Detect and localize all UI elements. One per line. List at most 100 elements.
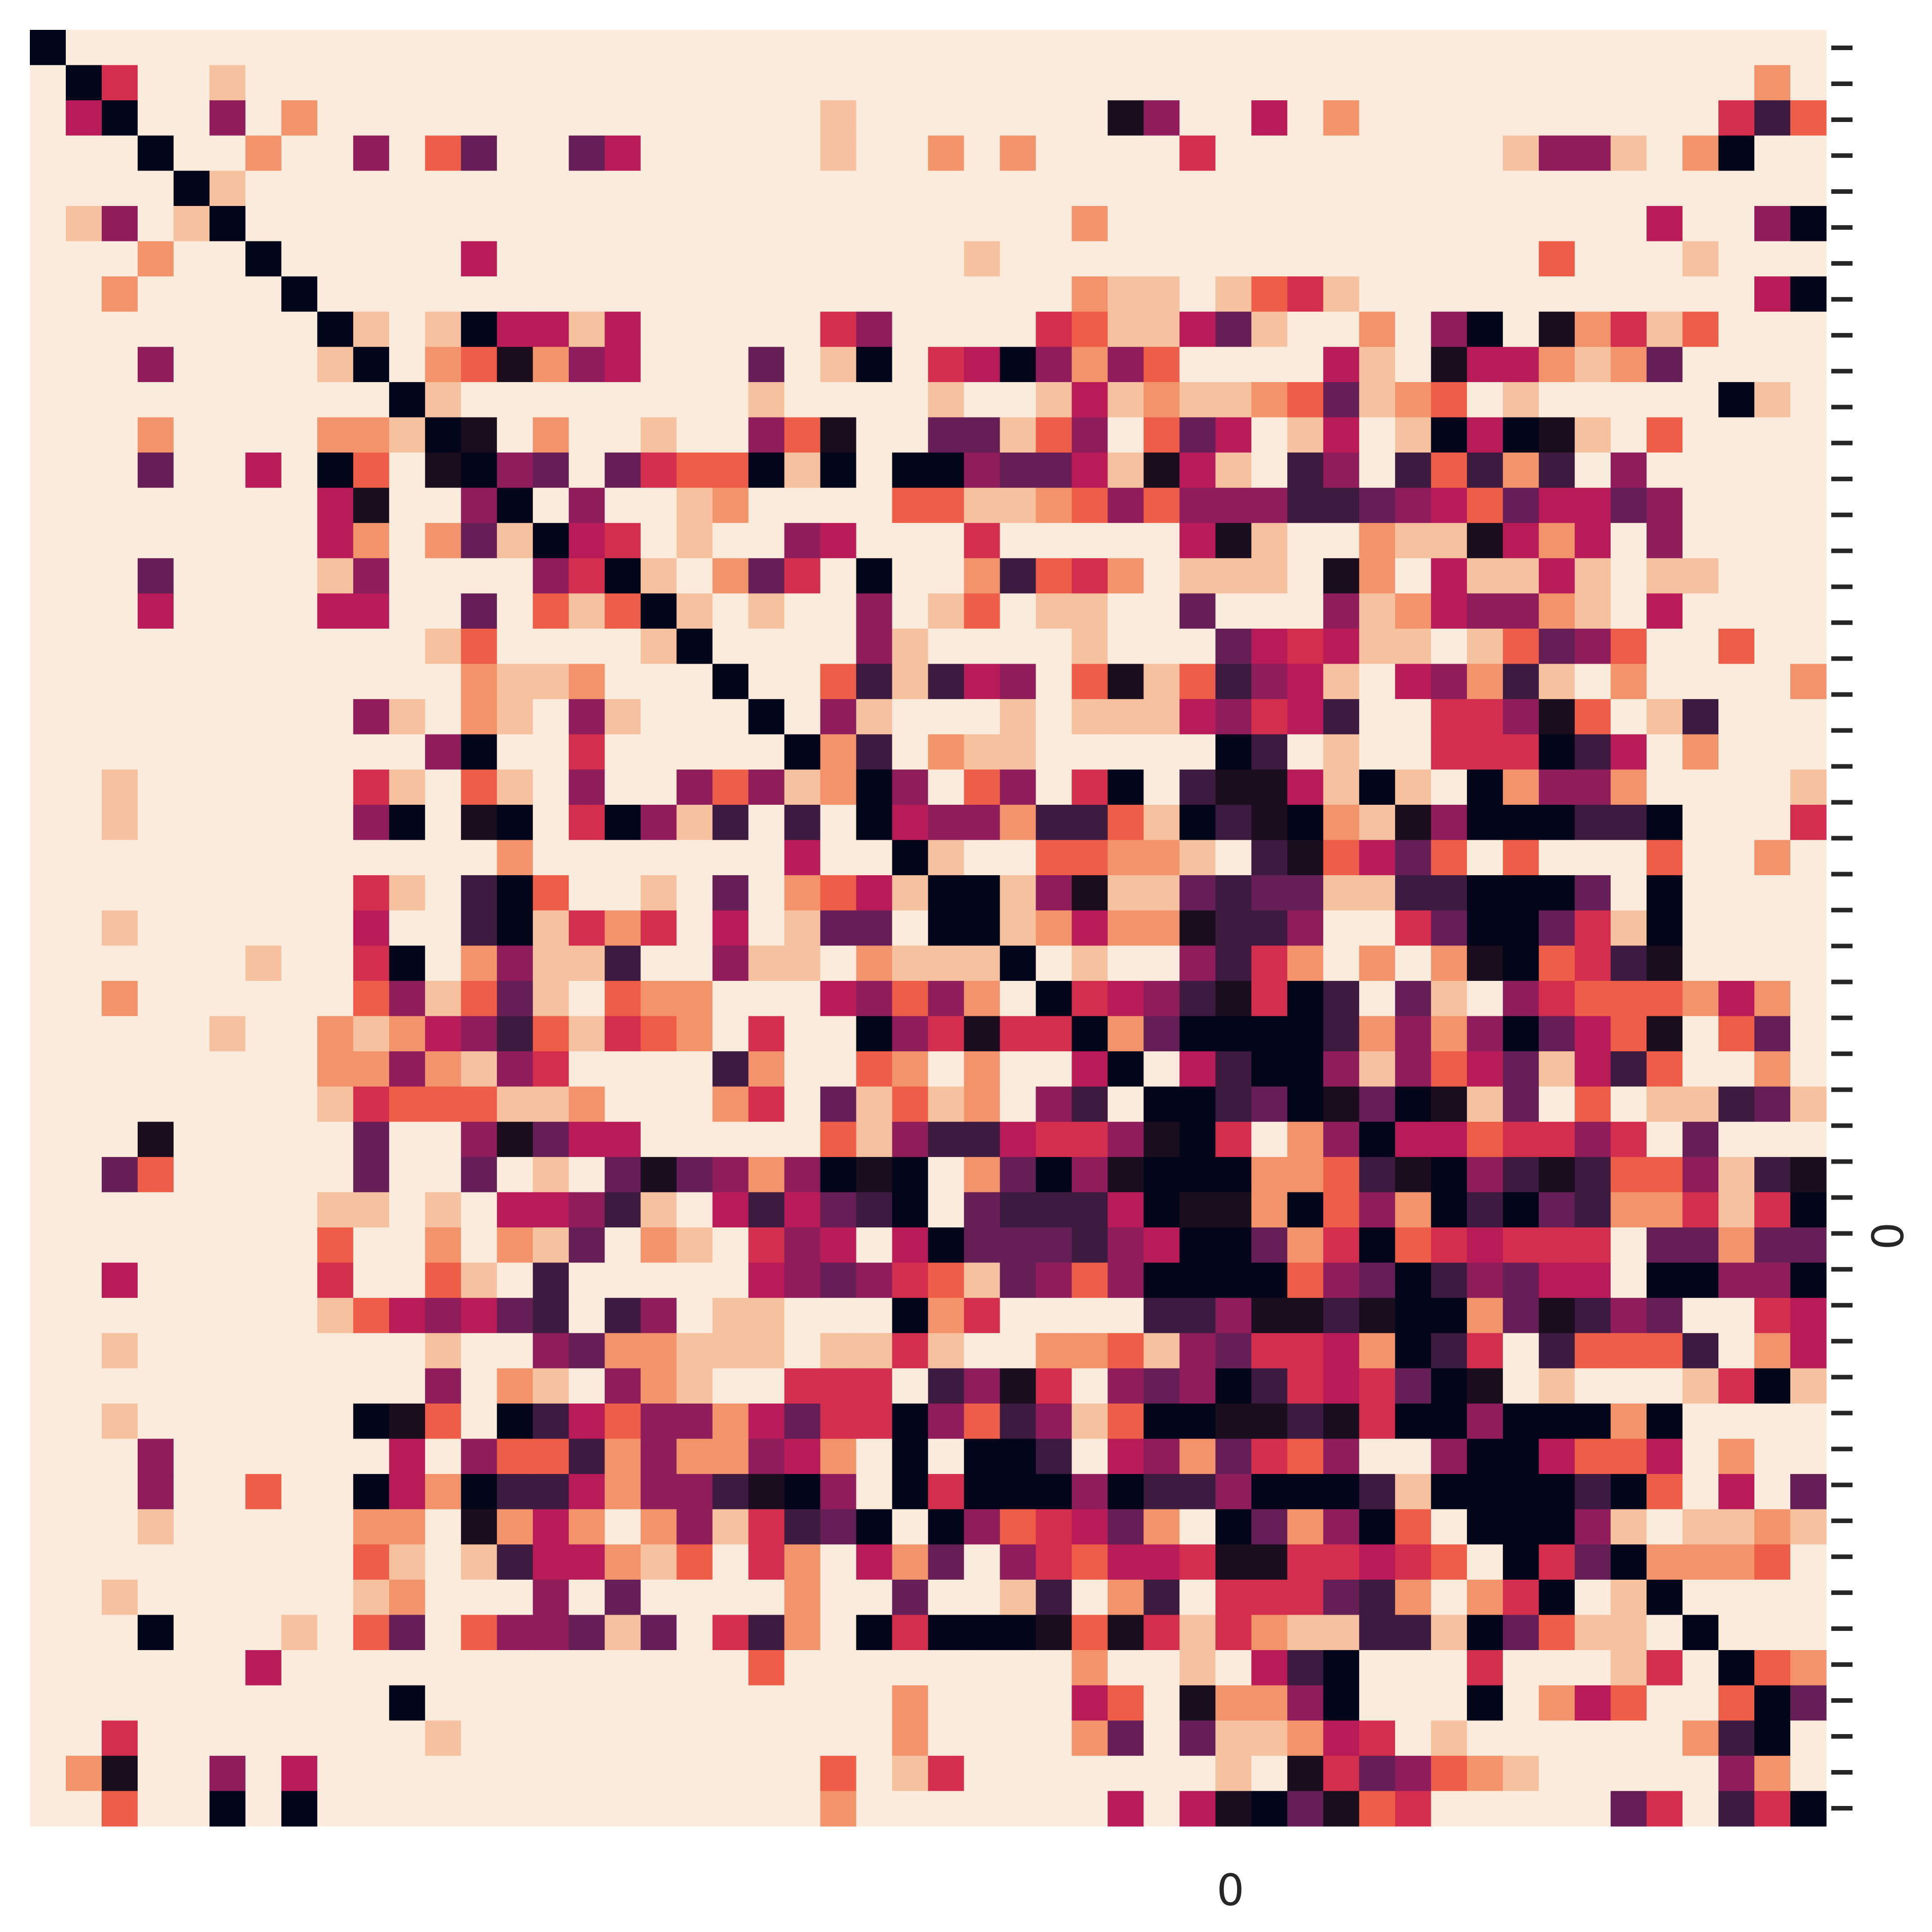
heatmap-cell-r5-c33	[1215, 205, 1252, 242]
heatmap-cell-r49-c45	[1647, 1755, 1683, 1792]
heatmap-cell-r31-c14	[532, 1122, 569, 1158]
heatmap-cell-r15-c29	[1072, 558, 1108, 594]
heatmap-cell-r14-c20	[748, 523, 785, 559]
heatmap-cell-r16-c6	[245, 593, 282, 629]
heatmap-cell-r11-c49	[1790, 417, 1827, 453]
heatmap-cell-r48-c0	[30, 1720, 66, 1756]
heatmap-cell-r48-c14	[532, 1720, 569, 1756]
heatmap-cell-r42-c33	[1215, 1509, 1252, 1545]
heatmap-cell-r6-c25	[928, 241, 965, 277]
heatmap-cell-r36-c49	[1790, 1298, 1827, 1334]
heatmap-cell-r42-c23	[856, 1509, 893, 1545]
heatmap-cell-r7-c19	[712, 276, 749, 312]
heatmap-cell-r12-c8	[317, 453, 354, 488]
heatmap-cell-r39-c14	[532, 1403, 569, 1440]
heatmap-cell-r36-c45	[1647, 1298, 1683, 1334]
heatmap-cell-r23-c34	[1251, 840, 1288, 876]
heatmap-cell-r43-c46	[1682, 1544, 1719, 1580]
heatmap-cell-r3-c2	[101, 135, 138, 171]
heatmap-cell-r25-c11	[425, 910, 462, 946]
heatmap-cell-r24-c12	[461, 875, 498, 911]
heatmap-cell-r40-c42	[1539, 1438, 1575, 1474]
heatmap-cell-r11-c29	[1072, 417, 1108, 453]
heatmap-cell-r49-c35	[1287, 1755, 1324, 1792]
heatmap-cell-r34-c46	[1682, 1227, 1719, 1263]
heatmap-cell-r32-c10	[389, 1157, 426, 1193]
heatmap-cell-r8-c22	[820, 311, 857, 347]
heatmap-cell-r10-c7	[281, 382, 318, 418]
heatmap-cell-r14-c36	[1323, 523, 1360, 559]
heatmap-cell-r24-c21	[784, 875, 821, 911]
heatmap-cell-r34-c24	[892, 1227, 929, 1263]
heatmap-cell-r8-c21	[784, 311, 821, 347]
heatmap-cell-r43-c14	[532, 1544, 569, 1580]
heatmap-cell-r2-c37	[1359, 100, 1395, 136]
heatmap-cell-r15-c26	[964, 558, 1001, 594]
heatmap-cell-r31-c1	[65, 1122, 102, 1158]
heatmap-cell-r26-c18	[676, 946, 713, 981]
heatmap-cell-r40-c0	[30, 1438, 66, 1474]
heatmap-cell-r3-c35	[1287, 135, 1324, 171]
heatmap-cell-r2-c32	[1179, 100, 1216, 136]
heatmap-cell-r30-c39	[1431, 1086, 1467, 1122]
heatmap-cell-r20-c9	[353, 734, 390, 770]
heatmap-cell-r35-c34	[1251, 1262, 1288, 1298]
heatmap-cell-r23-c26	[964, 840, 1001, 876]
heatmap-cell-r9-c47	[1718, 347, 1755, 383]
heatmap-cell-r4-c41	[1503, 171, 1539, 207]
heatmap-cell-r17-c49	[1790, 629, 1827, 665]
heatmap-cell-r12-c36	[1323, 453, 1360, 488]
heatmap-cell-r37-c14	[532, 1333, 569, 1369]
heatmap-cell-r24-c27	[1000, 875, 1037, 911]
heatmap-cell-r15-c42	[1539, 558, 1575, 594]
heatmap-cell-r30-c4	[173, 1086, 210, 1122]
heatmap-cell-r26-c15	[568, 946, 605, 981]
heatmap-cell-r37-c22	[820, 1333, 857, 1369]
heatmap-cell-r2-c24	[892, 100, 929, 136]
heatmap-cell-r11-c31	[1143, 417, 1180, 453]
heatmap-cell-r1-c7	[281, 65, 318, 101]
heatmap-cell-r23-c4	[173, 840, 210, 876]
heatmap-cell-r27-c24	[892, 980, 929, 1017]
heatmap-cell-r12-c14	[532, 453, 569, 488]
heatmap-cell-r20-c32	[1179, 734, 1216, 770]
heatmap-cell-r18-c22	[820, 664, 857, 700]
heatmap-cell-r36-c48	[1754, 1298, 1791, 1334]
heatmap-cell-r26-c32	[1179, 946, 1216, 981]
heatmap-cell-r18-c14	[532, 664, 569, 700]
heatmap-cell-r3-c42	[1539, 135, 1575, 171]
heatmap-cell-r45-c20	[748, 1615, 785, 1651]
heatmap-cell-r14-c9	[353, 523, 390, 559]
heatmap-cell-r45-c32	[1179, 1615, 1216, 1651]
heatmap-cell-r41-c1	[65, 1474, 102, 1510]
heatmap-cell-r42-c14	[532, 1509, 569, 1545]
heatmap-cell-r24-c29	[1072, 875, 1108, 911]
heatmap-cell-r14-c33	[1215, 523, 1252, 559]
heatmap-cell-r13-c6	[245, 487, 282, 523]
heatmap-cell-r2-c43	[1575, 100, 1611, 136]
heatmap-cell-r12-c17	[640, 453, 677, 488]
heatmap-cell-r5-c1	[65, 205, 102, 242]
heatmap-cell-r32-c40	[1467, 1157, 1503, 1193]
heatmap-cell-r25-c22	[820, 910, 857, 946]
heatmap-cell-r34-c34	[1251, 1227, 1288, 1263]
heatmap-cell-r37-c43	[1575, 1333, 1611, 1369]
heatmap-cell-r49-c17	[640, 1755, 677, 1792]
heatmap-cell-r14-c3	[137, 523, 174, 559]
heatmap-cell-r50-c25	[928, 1791, 965, 1827]
heatmap-cell-r21-c42	[1539, 769, 1575, 805]
heatmap-cell-r31-c49	[1790, 1122, 1827, 1158]
heatmap-cell-r9-c25	[928, 347, 965, 383]
heatmap-cell-r8-c2	[101, 311, 138, 347]
heatmap-cell-r21-c18	[676, 769, 713, 805]
heatmap-cell-r27-c38	[1395, 980, 1431, 1017]
heatmap-cell-r35-c17	[640, 1262, 677, 1298]
heatmap-cell-r17-c42	[1539, 629, 1575, 665]
heatmap-cell-r44-c25	[928, 1579, 965, 1616]
heatmap-cell-r7-c31	[1143, 276, 1180, 312]
heatmap-cell-r46-c14	[532, 1650, 569, 1686]
heatmap-cell-r36-c17	[640, 1298, 677, 1334]
heatmap-cell-r3-c26	[964, 135, 1001, 171]
heatmap-cell-r22-c36	[1323, 804, 1360, 841]
heatmap-cell-r29-c34	[1251, 1051, 1288, 1087]
